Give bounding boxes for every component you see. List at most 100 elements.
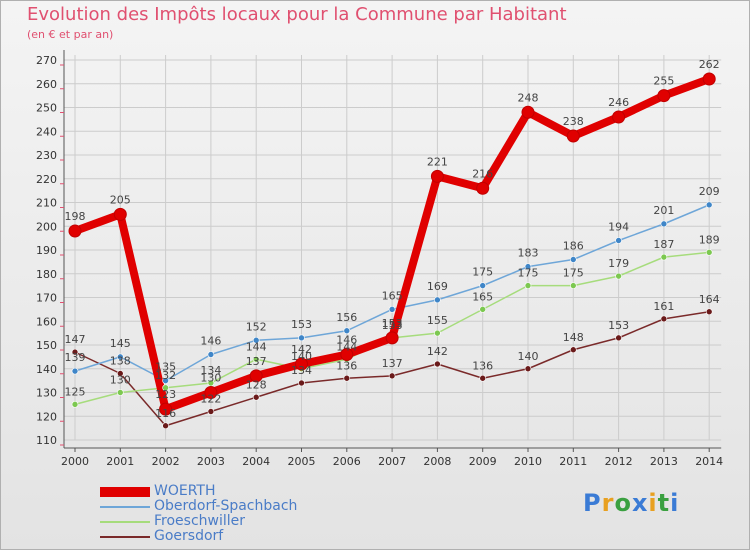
data-point [615, 237, 622, 244]
data-point [340, 348, 354, 361]
chart-subtitle: (en € et par an) [27, 28, 114, 41]
x-tick-label: 2014 [695, 455, 723, 468]
data-label: 179 [608, 257, 629, 270]
data-label: 130 [200, 372, 221, 385]
x-tick-label: 2005 [288, 455, 316, 468]
data-point [569, 346, 577, 354]
data-point [207, 351, 215, 358]
data-point [252, 393, 260, 401]
data-point [117, 353, 124, 361]
logo-letter: i [670, 489, 680, 517]
data-label: 201 [653, 204, 674, 217]
y-tick-label: 260 [36, 78, 57, 91]
series-markers [68, 72, 716, 430]
logo-letter: t [657, 489, 671, 517]
data-label: 255 [653, 75, 674, 88]
legend-label: WOERTH [154, 483, 216, 499]
y-tick-label: 180 [36, 268, 57, 281]
data-point [660, 220, 668, 228]
data-label: 194 [608, 221, 629, 234]
legend-label: Froeschwiller [154, 513, 246, 529]
data-label: 238 [563, 115, 584, 128]
data-label: 142 [427, 345, 448, 358]
data-point [434, 360, 441, 368]
data-label: 175 [563, 267, 584, 280]
data-point [524, 365, 532, 373]
data-point [430, 169, 444, 183]
data-label: 175 [518, 267, 539, 280]
data-point [71, 348, 79, 356]
y-tick-label: 160 [36, 315, 57, 328]
data-point [295, 357, 308, 371]
data-label: 144 [336, 340, 357, 353]
data-point [434, 296, 441, 304]
data-label: 116 [155, 407, 176, 420]
data-label: 153 [291, 318, 312, 331]
data-label: 135 [155, 361, 176, 374]
data-label: 144 [246, 340, 267, 353]
legend-swatch [100, 521, 150, 523]
data-label: 130 [110, 374, 131, 387]
data-point [343, 374, 351, 382]
y-tick-label: 190 [36, 244, 57, 257]
data-label: 165 [472, 290, 493, 303]
data-label: 155 [427, 314, 448, 327]
data-labels: 147 138 116 122 128 134 136 137 142 136 140 148 153 1… [65, 58, 720, 420]
data-label: 125 [65, 385, 86, 398]
grid-lines [64, 55, 722, 441]
data-label: 139 [65, 351, 86, 364]
data-label: 183 [518, 247, 539, 260]
data-label: 153 [382, 319, 403, 332]
data-point [298, 379, 305, 387]
x-tick-label: 2000 [61, 455, 89, 468]
data-label: 216 [472, 167, 493, 180]
data-label: 122 [200, 393, 221, 406]
data-label: 123 [155, 388, 176, 401]
data-label: 189 [699, 233, 720, 246]
data-label: 175 [472, 266, 493, 279]
logo-letter: i [648, 489, 658, 517]
data-label: 132 [155, 369, 176, 382]
data-point [705, 308, 713, 316]
data-point [521, 105, 535, 119]
logo-letter: x [631, 489, 649, 517]
data-point [612, 110, 626, 124]
y-tick-label: 220 [36, 173, 57, 186]
data-point [68, 224, 82, 238]
y-tick-label: 250 [36, 102, 57, 115]
x-tick-label: 2012 [605, 455, 633, 468]
legend-swatch [100, 506, 150, 508]
data-point [566, 129, 580, 143]
data-point [113, 207, 127, 221]
data-point [615, 334, 622, 342]
data-point [569, 282, 577, 289]
data-label: 164 [699, 293, 720, 306]
data-label: 169 [427, 280, 448, 293]
data-point [388, 306, 396, 313]
data-point [252, 336, 260, 344]
y-tick-label: 200 [36, 220, 57, 233]
x-tick-label: 2008 [423, 455, 451, 468]
data-label: 161 [653, 300, 674, 313]
data-point [162, 384, 169, 392]
data-point [252, 355, 260, 363]
data-point [162, 422, 169, 430]
data-label: 156 [336, 311, 357, 324]
data-point [343, 327, 351, 335]
data-label: 221 [427, 155, 448, 168]
data-label: 136 [472, 359, 493, 372]
data-label: 246 [608, 96, 629, 109]
data-point [476, 181, 490, 195]
data-point [479, 374, 487, 382]
x-tick-label: 2004 [242, 455, 270, 468]
data-point [615, 272, 622, 280]
data-label: 134 [291, 364, 312, 377]
y-tick-label: 240 [36, 125, 57, 138]
data-point [660, 253, 668, 261]
x-tick-label: 2001 [106, 455, 134, 468]
data-label: 140 [518, 350, 539, 363]
data-label: 136 [336, 359, 357, 372]
data-point [657, 89, 671, 103]
legend-swatch [100, 536, 150, 538]
x-tick-label: 2006 [333, 455, 361, 468]
